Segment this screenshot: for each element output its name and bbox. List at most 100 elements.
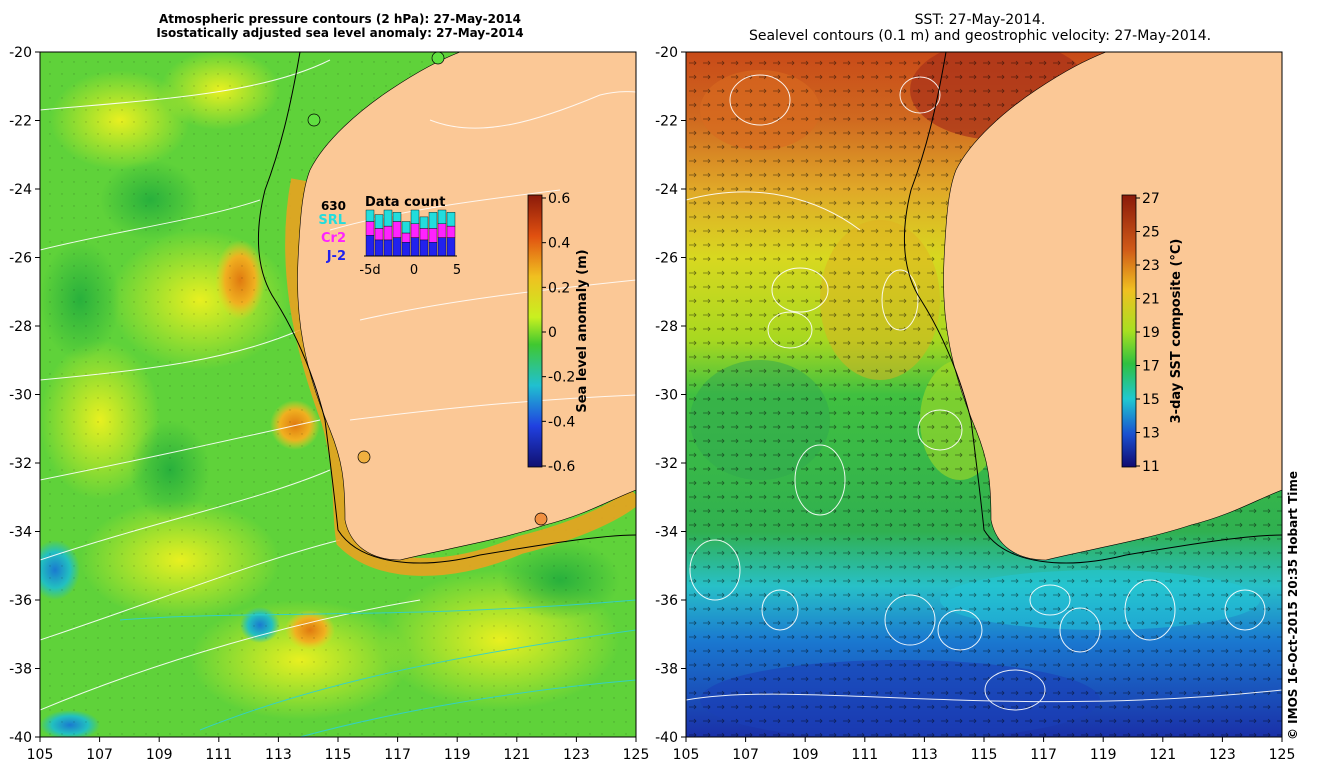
inset-legend-cr2: Cr2 [321,231,346,246]
left-lat-tick-label: -36 [9,593,32,609]
left-lat-tick-label: -22 [9,114,32,130]
left-lon-tick-label: 115 [325,747,352,763]
inset-bar-j2 [419,239,429,257]
left-lon-tick-label: 109 [146,747,173,763]
sla-colorbar-label: Sea level anomaly (m) [575,249,590,412]
sla-colorbar-tick: -0.2 [548,370,575,386]
inset-bar-srl [392,212,402,222]
right-lon-tick-label: 109 [792,747,819,763]
right-lon-tick-label: 119 [1090,747,1117,763]
inset-bar-cr2 [392,221,402,238]
inset-bar-cr2 [446,225,456,238]
right-lat-tick-label: -32 [655,456,678,472]
left-lat-tick-label: -38 [9,662,32,678]
sst-colorbar-tick: 17 [1142,359,1160,375]
inset-xtick-label: -5d [359,263,380,278]
sst-colorbar-tick: 23 [1142,258,1160,274]
sst-colorbar-tick: 15 [1142,392,1160,408]
inset-bar-cr2 [374,228,384,241]
inset-bar-j2 [383,239,393,257]
inset-bar-srl [419,216,429,229]
right-lon-tick-label: 113 [911,747,938,763]
inset-bar-cr2 [419,228,429,241]
inset-bar-cr2 [428,228,438,243]
sst-colorbar-tick: 19 [1142,325,1160,341]
sla-colorbar-tick: 0.4 [548,236,570,252]
sst-colorbar-tick: 21 [1142,292,1160,308]
left-lat-tick-label: -26 [9,251,32,267]
left-lat-tick-label: -32 [9,456,32,472]
sla-colorbar-tick: 0.2 [548,280,570,296]
right-lat-tick-label: -22 [655,114,678,130]
sla-colorbar-tick: 0.6 [548,191,570,207]
left-lon-tick-label: 123 [563,747,590,763]
right-lat-tick-label: -26 [655,251,678,267]
left-lat-tick-label: -30 [9,388,32,404]
inset-bar-srl [437,209,447,225]
right-lon-tick-label: 115 [971,747,998,763]
right-lon-tick-label: 105 [673,747,700,763]
inset-legend-j2: J-2 [326,249,346,264]
sst-colorbar-tick: 11 [1142,459,1160,475]
left-lat-tick-label: -34 [9,525,32,541]
right-lat-tick-label: -28 [655,319,678,335]
inset-bar-cr2 [365,221,375,236]
inset-bar-j2 [401,241,411,257]
right-lon-tick-label: 111 [851,747,878,763]
inset-bar-srl [374,214,384,229]
inset-bar-j2 [410,237,420,257]
left-map-title: Atmospheric pressure contours (2 hPa): 2… [156,12,524,40]
right-lat-tick-label: -36 [655,593,678,609]
left-lon-tick-label: 113 [265,747,292,763]
inset-bar-srl [383,209,393,227]
sla-colorbar: 0.6 0.4 0.2 0 -0.2 -0.4 -0.6 Sea level anomaly… [527,191,590,475]
sla-colorbar-tick: -0.6 [548,459,575,475]
inset-xtick-label: 0 [410,263,418,278]
sla-map [40,52,636,737]
left-lon-tick-label: 125 [623,747,650,763]
left-lon-tick-label: 121 [503,747,530,763]
right-lon-tick-label: 107 [732,747,759,763]
sla-colorbar-tick: -0.4 [548,414,575,430]
right-lat-tick-label: -20 [655,45,678,61]
left-lon-tick-label: 105 [27,747,54,763]
inset-bar-cr2 [401,232,411,243]
left-lat-tick-label: -24 [9,182,32,198]
left-lon-tick-label: 119 [444,747,471,763]
left-lat-tick-label: -28 [9,319,32,335]
inset-bar-srl [446,212,456,227]
inset-bar-srl [401,221,411,234]
right-lat-tick-label: -24 [655,182,678,198]
left-lat-tick-label: -40 [9,730,32,746]
right-lon-tick-label: 121 [1149,747,1176,763]
right-lat-tick-label: -30 [655,388,678,404]
inset-xtick-label: 5 [453,263,461,278]
left-lon-tick-label: 107 [86,747,113,763]
inset-bar-j2 [428,241,438,257]
inset-bar-cr2 [437,223,447,238]
inset-bar-srl [365,209,375,222]
inset-bar-cr2 [383,225,393,241]
left-lat-tick-label: -20 [9,45,32,61]
right-lon-tick-label: 117 [1030,747,1057,763]
imos-credit: © IMOS 16-Oct-2015 20:35 Hobart Time [1286,470,1300,740]
inset-bar-j2 [365,235,375,257]
left-lon-tick-label: 111 [205,747,232,763]
right-map-title: SST: 27-May-2014. Sealevel contours (0.1 … [748,12,1212,44]
sst-colorbar-tick: 13 [1142,426,1160,442]
right-lat-tick-label: -40 [655,730,678,746]
sst-colorbar: 27 25 23 21 19 17 15 13 11 3-day SST composite (… [1121,191,1184,475]
inset-bar-srl [410,209,420,225]
right-lat-tick-label: -34 [655,525,678,541]
right-lon-tick-label: 123 [1209,747,1236,763]
inset-bar-j2 [437,237,447,257]
inset-bar-j2 [374,239,384,257]
inset-title: Data count [365,195,445,210]
right-lat-tick-label: -38 [655,662,678,678]
inset-bar-cr2 [410,223,420,238]
right-lon-tick-label: 125 [1269,747,1296,763]
sst-map [686,52,1282,737]
sla-colorbar-tick: 0 [548,325,557,341]
